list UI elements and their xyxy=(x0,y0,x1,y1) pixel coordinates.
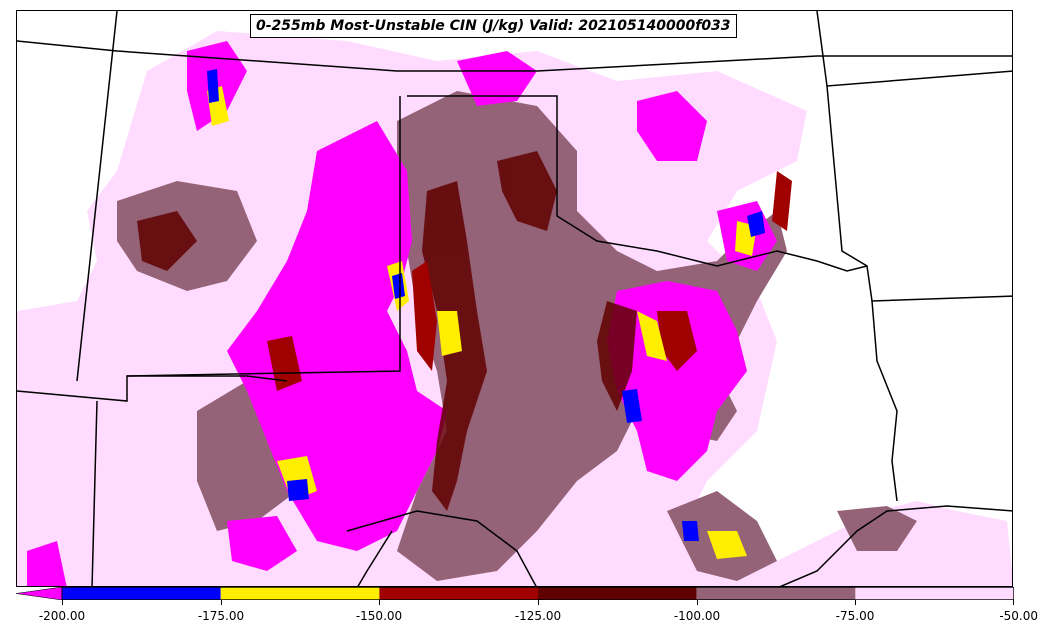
map-panel xyxy=(16,10,1013,587)
colorbar-tick-mark xyxy=(221,600,222,605)
cin-field-map xyxy=(17,11,1012,586)
state-boundaries xyxy=(17,11,1012,586)
colorbar-bin-125-100 xyxy=(538,587,697,600)
colorbar-tick-mark xyxy=(855,600,856,605)
colorbar-tick-label: -200.00 xyxy=(38,609,86,623)
cin-shading-blue xyxy=(207,69,765,541)
colorbar xyxy=(16,587,1014,600)
colorbar-extend-min xyxy=(16,587,63,600)
colorbar-tick-label: -75.00 xyxy=(835,609,875,623)
colorbar-tick-mark xyxy=(62,600,63,605)
colorbar-outline xyxy=(61,587,1014,600)
colorbar-tick-label: -150.00 xyxy=(355,609,403,623)
colorbar-bin-100-75 xyxy=(696,587,856,600)
map-title: 0-255mb Most-Unstable CIN (J/kg) Valid: … xyxy=(250,14,737,38)
cin-shading-yellow xyxy=(207,86,757,559)
colorbar-tick-label: -50.00 xyxy=(999,609,1038,623)
colorbar-bin-75-50 xyxy=(855,587,1014,600)
colorbar-bin-175-150 xyxy=(220,587,380,600)
colorbar-tick-mark xyxy=(697,600,698,605)
colorbar-tick-label: -175.00 xyxy=(197,609,245,623)
colorbar-bin-150-125 xyxy=(379,587,538,600)
colorbar-tick-label: -100.00 xyxy=(673,609,721,623)
cin-shading-red xyxy=(267,171,792,391)
colorbar-tick-mark xyxy=(538,600,539,605)
cin-shading-magenta xyxy=(27,41,777,586)
colorbar-tick-label: -125.00 xyxy=(514,609,562,623)
colorbar-tick-mark xyxy=(1013,600,1014,605)
colorbar-bin-200-175 xyxy=(62,587,221,600)
colorbar-tick-mark xyxy=(379,600,380,605)
